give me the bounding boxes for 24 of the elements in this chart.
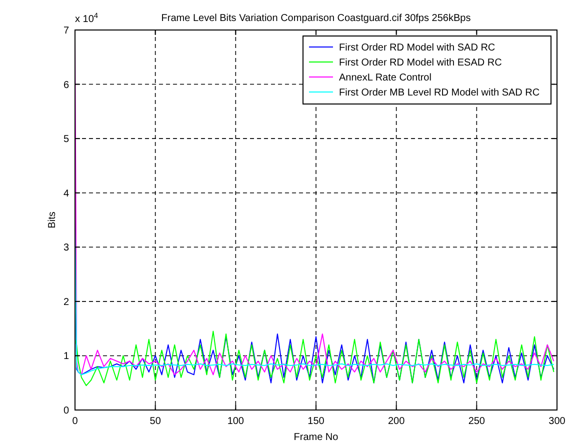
x-tick-label: 250 [468,416,486,427]
legend-label: First Order RD Model with SAD RC [339,42,496,54]
legend-label: AnnexL Rate Control [339,72,432,84]
x-tick-label: 200 [388,416,406,427]
legend-label: First Order RD Model with ESAD RC [339,58,502,68]
y-tick-label: 5 [63,134,70,146]
y-tick-label: 1 [63,351,70,362]
y-tick-label: 3 [63,242,70,254]
text: x 10$^{4}$ [75,10,98,25]
x-axis-title: Frame No [294,432,339,443]
x-tick-label: 300 [548,416,566,427]
chart-title: Frame Level Bits Variation Comparison Coastguard.cif 30fps 256kBps [161,13,471,24]
legend-label: First Order MB Level RD Model with SAD RC [339,88,540,98]
x-tick-label: 50 [150,416,162,427]
x-tick-label: 0 [72,416,78,427]
y-tick-label: 0 [63,406,70,416]
y-tick-label: 6 [63,80,70,91]
y-tick-label: 7 [63,26,70,36]
y-tick-label: 4 [63,188,70,200]
x-tick-label: 100 [227,416,244,427]
y-axis-title: Bits [47,212,58,228]
y-tick-label: 2 [63,296,70,308]
line-series [74,330,554,386]
x-tick-label: 150 [308,416,325,427]
